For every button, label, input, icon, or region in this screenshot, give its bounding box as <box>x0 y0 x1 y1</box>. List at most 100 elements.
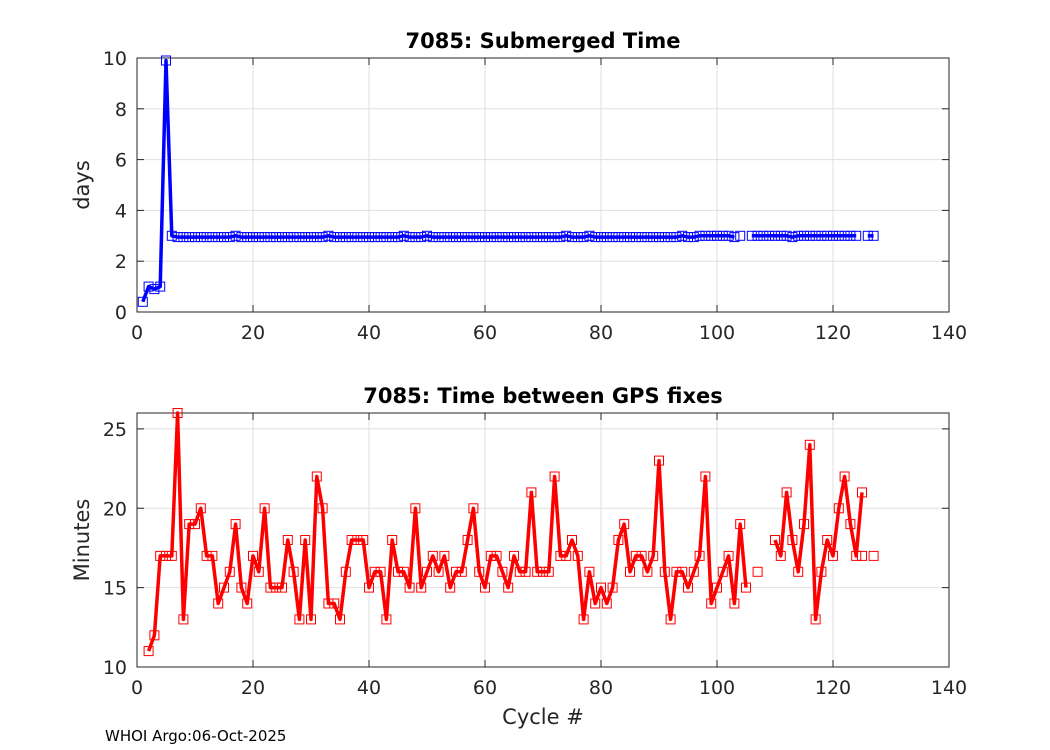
gps-fix-time-data-point <box>149 630 160 641</box>
submerged-time-data-point <box>282 232 293 243</box>
gps-fix-time-data-point <box>497 566 508 577</box>
gps-fix-time-data-point <box>607 582 618 593</box>
gps-fix-time-data-point <box>694 550 705 561</box>
gps-fix-time-data-point <box>404 582 415 593</box>
gps-fix-time-data-point <box>161 550 171 561</box>
submerged-time-data-point <box>793 230 804 241</box>
gps-fix-time-y-tick-label: 10 <box>103 657 127 679</box>
gps-fix-time-data-point <box>445 582 456 593</box>
submerged-time-data-point <box>335 232 345 243</box>
submerged-time-data-point <box>456 232 467 243</box>
submerged-time-data-point <box>665 232 676 243</box>
gps-fix-time-axes-box <box>136 412 950 668</box>
submerged-time-data-point <box>514 232 525 243</box>
submerged-time-series <box>137 55 879 307</box>
submerged-time-data-point <box>375 232 386 243</box>
submerged-time-data-point <box>190 232 200 243</box>
submerged-time-data-point <box>723 230 734 241</box>
gps-fix-time-data-point <box>329 598 340 609</box>
submerged-time-data-point <box>804 230 815 241</box>
gps-fix-time-data-point <box>155 550 166 561</box>
gps-fix-time-x-tick-label: 120 <box>815 677 851 699</box>
submerged-time-data-point <box>288 232 299 243</box>
submerged-time-data-point <box>868 230 879 241</box>
submerged-time-data-point <box>799 230 809 241</box>
gps-fix-time-data-point <box>311 471 322 482</box>
submerged-time-y-tick-label: 4 <box>115 200 127 222</box>
submerged-time-data-point <box>480 232 490 243</box>
gps-fix-time-x-tick-label: 80 <box>589 677 613 699</box>
gps-fix-time-x-label: Cycle # <box>502 705 584 729</box>
gps-fix-time-data-point <box>381 614 392 625</box>
submerged-time-data-point <box>445 232 456 243</box>
submerged-time-data-point <box>201 232 212 243</box>
gps-fix-time-data-point <box>567 535 577 545</box>
submerged-time-data-point <box>329 232 340 243</box>
gps-fix-time-data-point <box>224 566 235 577</box>
gps-fix-time-data-point <box>659 566 670 577</box>
gps-fix-time-data-point <box>810 614 821 625</box>
submerged-time-data-point <box>578 232 589 243</box>
submerged-time-data-point <box>404 232 415 243</box>
submerged-time-data-point <box>497 232 508 243</box>
submerged-time-data-point <box>433 232 444 243</box>
submerged-time-data-point <box>178 232 189 243</box>
submerged-time-data-point <box>398 230 409 241</box>
gps-fix-time-data-point <box>665 614 676 625</box>
gps-fix-time-data-point <box>828 550 838 561</box>
gps-fix-time-data-point <box>729 598 740 609</box>
submerged-time-x-tick-label: 140 <box>931 322 967 344</box>
gps-fix-time-data-point <box>503 582 514 593</box>
submerged-time-x-tick-label: 120 <box>815 322 851 344</box>
submerged-time-y-label: days <box>70 160 94 210</box>
gps-fix-time-data-point <box>752 566 763 577</box>
gps-fix-time-data-point <box>520 566 531 577</box>
submerged-time-data-point <box>822 230 833 241</box>
submerged-time-data-point <box>625 232 635 243</box>
gps-fix-time-data-point <box>851 550 862 561</box>
gps-fix-time-data-point <box>543 566 554 577</box>
submerged-time-data-point <box>729 232 740 243</box>
submerged-time-y-tick-label: 10 <box>103 48 127 70</box>
submerged-time-data-point <box>764 230 775 241</box>
submerged-time-data-point <box>230 230 241 241</box>
submerged-time-data-point <box>520 232 531 243</box>
submerged-time-x-tick-label: 80 <box>589 322 613 344</box>
gps-fix-time-data-point <box>178 614 189 625</box>
submerged-time-x-tick-label: 20 <box>241 322 265 344</box>
submerged-time-y-ticks: 0 2 4 6 8 10 <box>103 48 949 324</box>
gps-fix-time-data-point <box>190 519 200 530</box>
gps-fix-time-data-point <box>630 550 641 561</box>
submerged-time-data-point <box>311 232 322 243</box>
gps-fix-time-data-point <box>253 566 264 577</box>
gps-fix-time-data-point <box>282 535 293 545</box>
submerged-time-data-point <box>532 232 543 243</box>
gps-fix-time-y-label: Minutes <box>70 499 94 582</box>
gps-fix-time-data-point <box>265 582 276 593</box>
submerged-time-title: 7085: Submerged Time <box>405 29 680 53</box>
gps-fix-time-data-point <box>741 582 751 593</box>
submerged-time-y-tick-label: 2 <box>115 251 127 273</box>
submerged-time-data-point <box>567 232 577 243</box>
submerged-time-data-point <box>474 232 485 243</box>
gps-fix-time-data-point <box>648 550 659 561</box>
gps-fix-time-data-point <box>596 582 606 593</box>
gps-fix-time-data-point <box>294 614 305 625</box>
submerged-time-data-point <box>642 232 653 243</box>
gps-fix-time-data-point <box>526 487 537 498</box>
gps-fix-time-data-point <box>654 455 664 466</box>
submerged-time-data-point <box>219 232 229 243</box>
gps-fix-time-y-ticks: 10 15 20 25 <box>103 419 949 679</box>
gps-fix-time-data-point <box>619 519 630 530</box>
gps-fix-time-data-point <box>671 566 682 577</box>
gps-fix-time-data-point <box>427 550 438 561</box>
gps-fix-time-data-point <box>793 566 804 577</box>
submerged-time-data-point <box>300 232 311 243</box>
gps-fix-time-data-point <box>578 614 589 625</box>
gps-fix-time-data-point <box>561 550 572 561</box>
gps-fix-time-data-point <box>369 566 380 577</box>
gps-fix-time-data-point <box>236 582 247 593</box>
gps-fix-time-data-point <box>184 519 195 530</box>
gps-fix-time-y-tick-label: 25 <box>103 419 127 441</box>
gps-fix-time-data-point <box>839 471 850 482</box>
